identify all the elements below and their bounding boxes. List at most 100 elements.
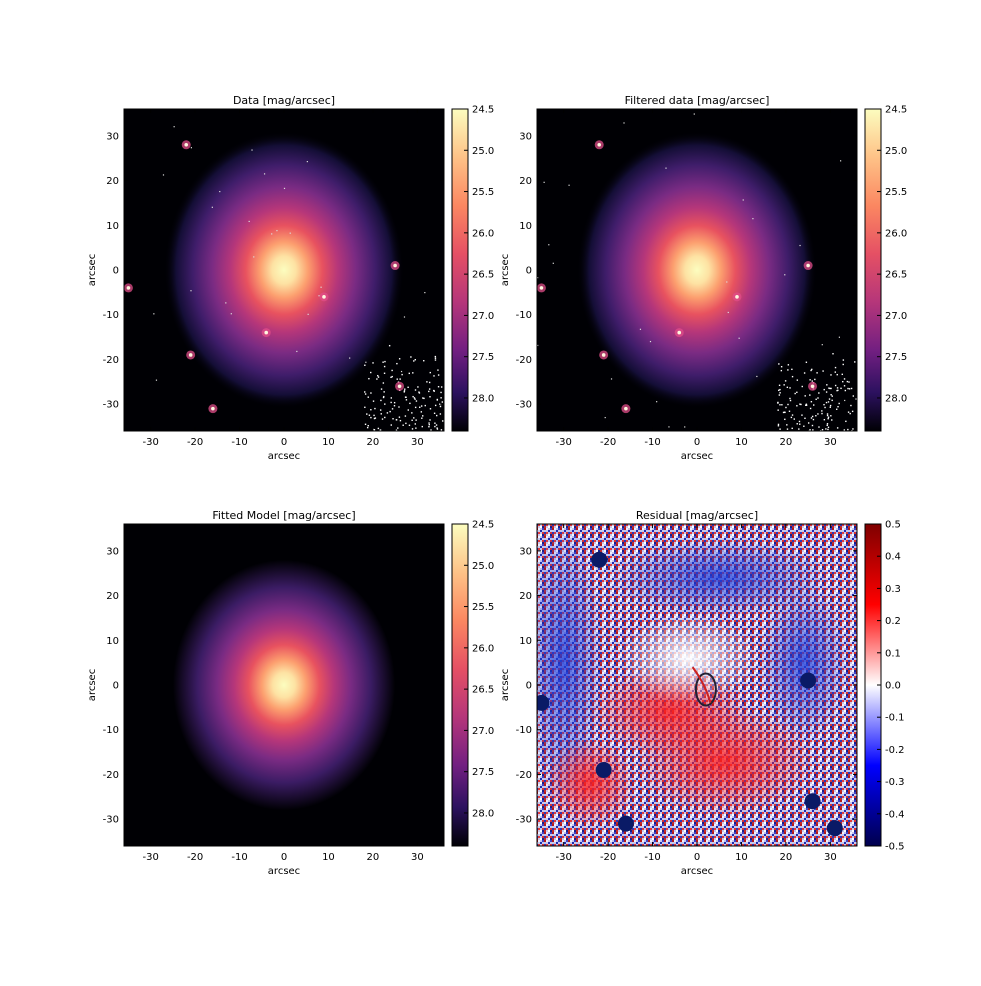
noise-pixel <box>364 423 367 425</box>
noise-pixel <box>537 277 539 279</box>
noise-pixel <box>409 402 411 405</box>
noise-pixel <box>366 426 369 429</box>
noise-pixel <box>384 360 386 363</box>
noise-pixel <box>411 412 413 414</box>
x-tick-label: 10 <box>322 852 335 863</box>
chart-panel-2: -30 -20 -10 0 10 20 30 30 20 10 0 -10 -20 -30 Fitted M… <box>87 509 494 877</box>
noise-pixel <box>841 373 843 376</box>
noise-pixel <box>738 337 740 339</box>
noise-pixel <box>420 405 423 407</box>
noise-pixel <box>289 232 291 234</box>
noise-pixel <box>815 415 817 417</box>
noise-pixel <box>552 262 554 264</box>
noise-pixel <box>435 424 438 426</box>
noise-pixel <box>251 149 253 151</box>
noise-pixel <box>405 422 407 425</box>
noise-pixel <box>794 392 796 395</box>
colorbar-tick-label: 0.5 <box>885 520 901 531</box>
y-tick-label: -20 <box>516 355 532 366</box>
x-tick-label: -30 <box>142 437 158 448</box>
noise-pixel <box>436 414 438 417</box>
noise-pixel <box>818 392 820 394</box>
noise-pixel <box>395 418 398 421</box>
noise-pixel <box>306 161 308 163</box>
noise-pixel <box>408 424 411 426</box>
noise-pixel <box>410 356 412 358</box>
colorbar-tick-label: 26.5 <box>472 685 494 696</box>
noise-pixel <box>428 426 430 428</box>
noise-pixel <box>817 397 819 399</box>
noise-pixel <box>318 295 320 297</box>
noise-pixel <box>407 409 409 411</box>
noise-pixel <box>442 420 444 422</box>
noise-pixel <box>824 406 826 409</box>
noise-pixel <box>779 392 781 394</box>
noise-pixel <box>790 416 793 419</box>
noise-pixel <box>395 429 398 431</box>
y-tick-label: -10 <box>103 310 119 321</box>
noise-pixel <box>852 395 855 397</box>
noise-pixel <box>825 428 827 430</box>
noise-pixel <box>789 397 791 400</box>
noise-pixel <box>439 403 441 405</box>
noise-pixel <box>441 401 444 403</box>
x-tick-label: 20 <box>367 437 380 448</box>
chart-panel-0: -30 -20 -10 0 10 20 30 30 20 10 0 -10 -20 -30 Data [ma… <box>87 94 494 462</box>
noise-pixel <box>420 411 423 413</box>
x-tick-label: 20 <box>780 437 793 448</box>
noise-pixel <box>836 389 838 392</box>
noise-pixel <box>804 417 806 419</box>
noise-pixel <box>211 206 213 208</box>
noise-pixel <box>421 417 423 419</box>
noise-pixel <box>804 395 806 397</box>
noise-pixel <box>784 411 786 414</box>
noise-pixel <box>784 274 786 276</box>
noise-pixel <box>390 401 392 404</box>
colorbar: 24.5 25.0 25.5 26.0 26.5 27.0 27.5 28.0 <box>451 105 494 432</box>
noise-pixel <box>684 426 686 428</box>
noise-pixel <box>796 379 799 381</box>
y-tick-label: 20 <box>106 591 119 602</box>
noise-pixel <box>809 429 811 431</box>
colorbar-tick-label: 26.5 <box>885 270 907 281</box>
y-tick-label: 10 <box>106 221 119 232</box>
noise-pixel <box>424 292 426 294</box>
noise-pixel <box>429 408 432 410</box>
x-tick-label: 0 <box>281 437 287 448</box>
y-tick-label: 0 <box>113 266 119 277</box>
colorbar-tick-label: 0.0 <box>885 681 901 692</box>
image-area <box>124 524 444 846</box>
noise-pixel <box>827 426 830 429</box>
noise-pixel <box>379 409 382 411</box>
colorbar-tick-label: 0.3 <box>885 584 901 595</box>
x-tick-label: -20 <box>187 437 203 448</box>
noise-pixel <box>393 405 396 407</box>
noise-pixel <box>786 386 789 389</box>
noise-pixel <box>812 418 815 421</box>
noise-pixel <box>413 360 415 362</box>
noise-pixel <box>836 373 838 376</box>
noise-pixel <box>799 244 801 247</box>
noise-pixel <box>370 371 372 374</box>
noise-pixel <box>834 384 837 387</box>
noise-pixel <box>436 427 438 429</box>
noise-pixel <box>263 173 266 175</box>
noise-pixel <box>778 363 780 365</box>
noise-pixel <box>225 302 227 304</box>
field-star <box>735 295 739 299</box>
noise-pixel <box>800 403 802 406</box>
noise-pixel <box>639 328 642 330</box>
noise-pixel <box>173 126 175 128</box>
noise-pixel <box>826 424 828 427</box>
x-tick-label: -10 <box>644 437 660 448</box>
noise-pixel <box>779 428 781 430</box>
chart-title: Residual [mag/arcsec] <box>636 509 758 522</box>
noise-pixel <box>805 403 808 405</box>
noise-pixel <box>402 424 404 426</box>
noise-pixel <box>412 395 414 398</box>
noise-pixel <box>826 414 829 417</box>
y-axis-label: arcsec <box>500 669 511 701</box>
noise-pixel <box>437 374 440 376</box>
noise-pixel <box>827 416 830 418</box>
noise-pixel <box>372 400 375 402</box>
